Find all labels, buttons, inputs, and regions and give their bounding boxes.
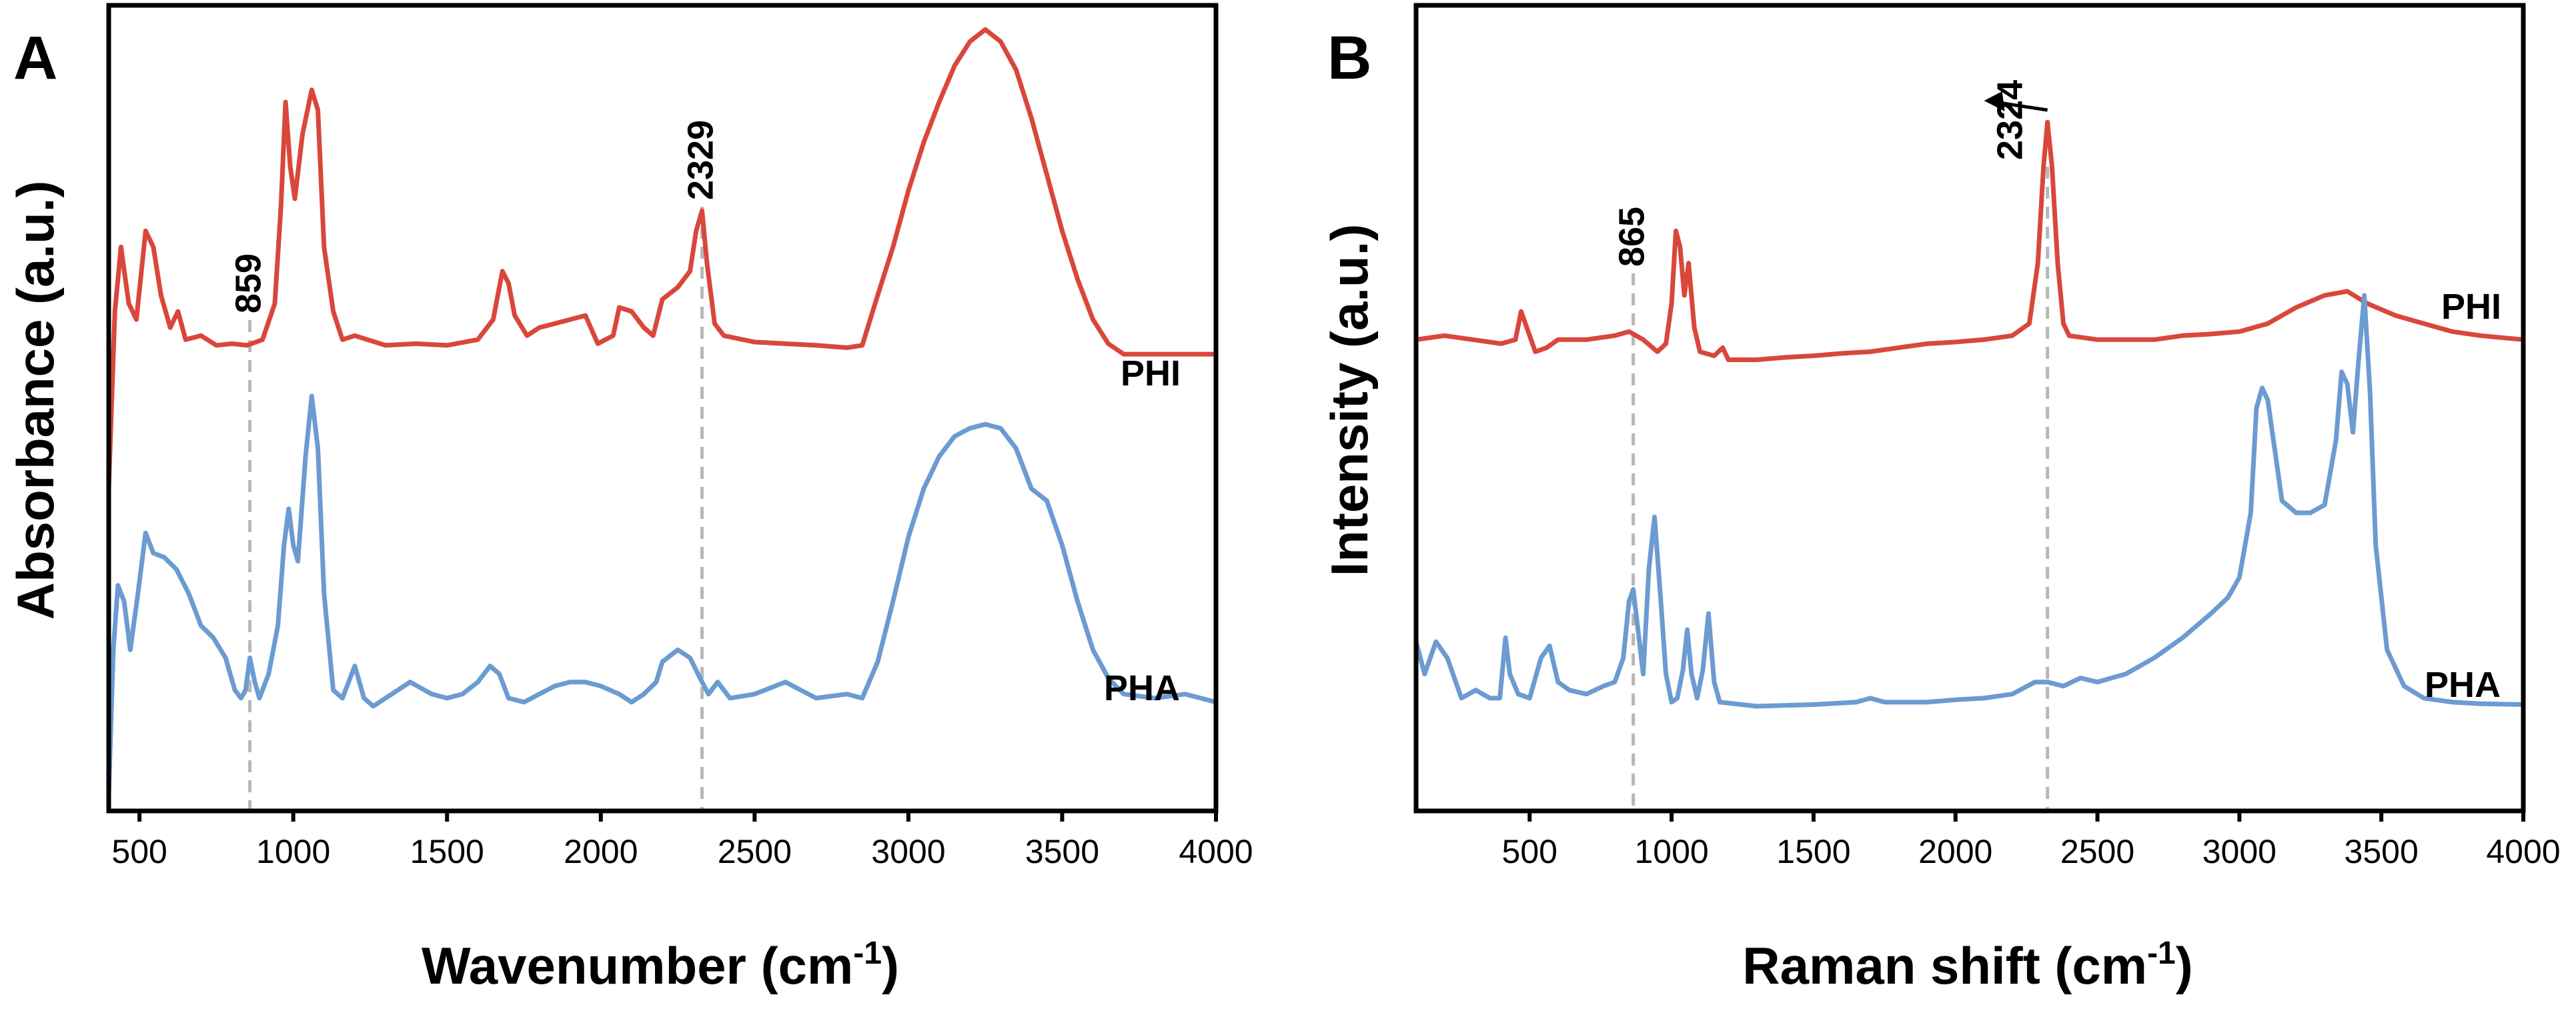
panel-a-plot-frame bbox=[106, 3, 1219, 814]
panel-b-peak-label-2324: 2324 bbox=[1990, 80, 2030, 160]
panel-b-x-tick-label-1000: 1000 bbox=[1634, 833, 1708, 870]
panel-b-x-tick-label-4000: 4000 bbox=[2486, 833, 2560, 870]
panel-b-x-tick-label-2500: 2500 bbox=[2060, 833, 2134, 870]
panel-a-x-tick-label-1000: 1000 bbox=[256, 833, 330, 870]
panel-a-series-label-pha: PHA bbox=[1104, 668, 1180, 708]
panel-b-letter: B bbox=[1327, 24, 1371, 92]
panel-a-peak-label-2329: 2329 bbox=[680, 120, 720, 200]
panel-a-x-tick-label-500: 500 bbox=[111, 833, 167, 870]
panel-b-x-tick-label-2000: 2000 bbox=[1918, 833, 1992, 870]
panel-b-arrow-icon bbox=[1984, 91, 2005, 111]
panel-b-plot-frame bbox=[1413, 3, 2526, 814]
panel-b-x-tick-label-1500: 1500 bbox=[1776, 833, 1850, 870]
panel-b-x-axis-title: Raman shift (cm-1) bbox=[1742, 936, 2192, 995]
panel-b-peak-label-865: 865 bbox=[1612, 207, 1652, 267]
panel-a-y-axis-title: Absorbance (a.u.) bbox=[6, 181, 65, 620]
panel-a: A 859 2329 500 1000 1500 2000 2500 3000 3500 400… bbox=[6, 3, 1253, 995]
panel-b-x-tick-label-3500: 3500 bbox=[2345, 833, 2419, 870]
panel-b: B 865 2324 500 1000 1500 2000 2500 3000 3500 400… bbox=[1320, 3, 2561, 995]
panel-a-x-axis-title: Wavenumber (cm-1) bbox=[422, 936, 899, 995]
panel-a-x-tick-label-1500: 1500 bbox=[410, 833, 484, 870]
panel-a-peak-label-859: 859 bbox=[229, 253, 269, 313]
panel-a-series-phi bbox=[106, 27, 1219, 491]
panel-a-x-tick-label-3500: 3500 bbox=[1025, 833, 1099, 870]
panel-a-letter: A bbox=[13, 24, 57, 92]
panel-a-x-tick-label-2000: 2000 bbox=[564, 833, 638, 870]
panel-b-series-label-pha: PHA bbox=[2425, 665, 2501, 705]
panel-b-y-axis-title: Intensity (a.u.) bbox=[1320, 224, 1379, 577]
panel-a-x-tick-label-4000: 4000 bbox=[1179, 833, 1253, 870]
panel-a-x-tick-label-2500: 2500 bbox=[718, 833, 792, 870]
panel-a-x-tick-label-3000: 3000 bbox=[871, 833, 945, 870]
panel-a-series-label-phi: PHI bbox=[1121, 353, 1181, 393]
panel-b-x-tick-label-3000: 3000 bbox=[2202, 833, 2277, 870]
panel-b-series-phi bbox=[1413, 119, 2526, 362]
panel-b-series-pha bbox=[1413, 293, 2526, 709]
panel-a-series-pha bbox=[106, 393, 1219, 798]
panel-b-series-label-phi: PHI bbox=[2441, 287, 2501, 327]
panel-b-x-tick-label-500: 500 bbox=[1502, 833, 1557, 870]
